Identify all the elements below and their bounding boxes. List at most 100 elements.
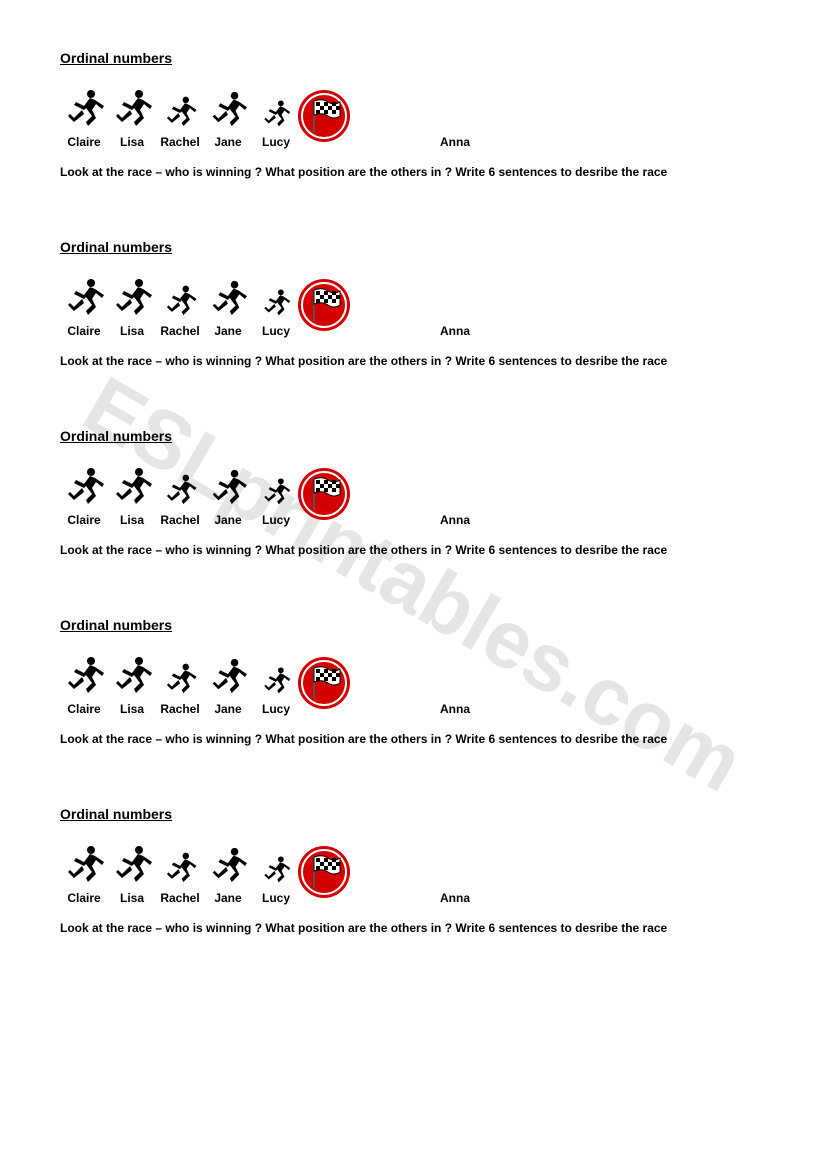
runner-name: Lucy — [252, 891, 300, 905]
runner-name: Rachel — [156, 891, 204, 905]
section-title: Ordinal numbers — [60, 428, 766, 444]
runner-icon — [156, 662, 204, 700]
runner-name: Jane — [204, 702, 252, 716]
runner-name: Claire — [60, 135, 108, 149]
runner-name: Claire — [60, 513, 108, 527]
runner-col: Lisa — [108, 88, 156, 149]
section-title: Ordinal numbers — [60, 239, 766, 255]
runner-col: Jane — [204, 846, 252, 905]
runner-name: Rachel — [156, 135, 204, 149]
race-row: Claire Lisa Rachel — [60, 277, 766, 338]
finish-flag — [296, 466, 352, 527]
section-title: Ordinal numbers — [60, 50, 766, 66]
runner-col: Lisa — [108, 844, 156, 905]
runner-icon — [252, 288, 300, 322]
runner-col: Rachel — [156, 95, 204, 149]
instruction-text: Look at the race – who is winning ? What… — [60, 543, 766, 557]
race-row: Claire Lisa Rachel — [60, 466, 766, 527]
extra-name-col: Anna — [440, 324, 470, 338]
runner-icon — [204, 90, 252, 133]
runner-col: Lisa — [108, 655, 156, 716]
runner-col: Lisa — [108, 466, 156, 527]
runner-col: Claire — [60, 844, 108, 905]
runner-icon — [252, 99, 300, 133]
exercise-block: Ordinal numbers Claire Lisa — [60, 617, 766, 746]
runner-col: Rachel — [156, 284, 204, 338]
section-title: Ordinal numbers — [60, 806, 766, 822]
runner-icon — [60, 88, 108, 133]
runner-name: Lucy — [252, 324, 300, 338]
runner-col: Lucy — [252, 99, 300, 149]
runner-col: Lucy — [252, 666, 300, 716]
extra-name: Anna — [440, 135, 470, 149]
runner-icon — [108, 655, 156, 700]
runner-name: Lucy — [252, 513, 300, 527]
extra-name-col: Anna — [440, 702, 470, 716]
extra-name-col: Anna — [440, 513, 470, 527]
exercise-block: Ordinal numbers Claire Lisa — [60, 239, 766, 368]
extra-name: Anna — [440, 891, 470, 905]
race-row: Claire Lisa Rachel — [60, 655, 766, 716]
runner-icon — [204, 846, 252, 889]
runner-col: Rachel — [156, 851, 204, 905]
runner-name: Jane — [204, 891, 252, 905]
runner-col: Lucy — [252, 288, 300, 338]
runner-col: Jane — [204, 90, 252, 149]
runner-col: Lucy — [252, 477, 300, 527]
runner-col: Rachel — [156, 473, 204, 527]
runner-name: Jane — [204, 324, 252, 338]
extra-name-col: Anna — [440, 891, 470, 905]
runner-icon — [60, 655, 108, 700]
exercise-block: Ordinal numbers Claire Lisa — [60, 428, 766, 557]
instruction-text: Look at the race – who is winning ? What… — [60, 165, 766, 179]
runner-icon — [156, 284, 204, 322]
runner-name: Rachel — [156, 513, 204, 527]
runner-name: Claire — [60, 324, 108, 338]
runner-name: Claire — [60, 702, 108, 716]
runner-icon — [252, 666, 300, 700]
instruction-text: Look at the race – who is winning ? What… — [60, 732, 766, 746]
finish-flag — [296, 88, 352, 149]
runner-name: Lisa — [108, 513, 156, 527]
runner-name: Lucy — [252, 702, 300, 716]
runner-col: Claire — [60, 466, 108, 527]
runner-icon — [108, 844, 156, 889]
runner-icon — [108, 466, 156, 511]
runner-name: Rachel — [156, 324, 204, 338]
runner-name: Lisa — [108, 324, 156, 338]
runner-col: Jane — [204, 657, 252, 716]
extra-name: Anna — [440, 702, 470, 716]
runner-icon — [204, 279, 252, 322]
runner-col: Jane — [204, 279, 252, 338]
runner-icon — [108, 277, 156, 322]
runner-icon — [204, 468, 252, 511]
worksheet-page: Ordinal numbers Claire Lisa — [0, 0, 826, 1015]
runner-icon — [156, 95, 204, 133]
runner-name: Jane — [204, 135, 252, 149]
runner-name: Lisa — [108, 135, 156, 149]
exercise-block: Ordinal numbers Claire Lisa — [60, 806, 766, 935]
finish-flag — [296, 844, 352, 905]
runner-name: Claire — [60, 891, 108, 905]
exercise-block: Ordinal numbers Claire Lisa — [60, 50, 766, 179]
runner-col: Rachel — [156, 662, 204, 716]
race-row: Claire Lisa Rachel — [60, 844, 766, 905]
runner-name: Lucy — [252, 135, 300, 149]
runner-name: Jane — [204, 513, 252, 527]
race-row: Claire Lisa Rachel — [60, 88, 766, 149]
runner-col: Claire — [60, 277, 108, 338]
section-title: Ordinal numbers — [60, 617, 766, 633]
runner-icon — [108, 88, 156, 133]
runner-icon — [252, 477, 300, 511]
runner-name: Lisa — [108, 702, 156, 716]
extra-name: Anna — [440, 324, 470, 338]
instruction-text: Look at the race – who is winning ? What… — [60, 354, 766, 368]
runner-col: Lucy — [252, 855, 300, 905]
runner-name: Lisa — [108, 891, 156, 905]
runner-icon — [60, 277, 108, 322]
runner-name: Rachel — [156, 702, 204, 716]
finish-flag — [296, 655, 352, 716]
runner-icon — [204, 657, 252, 700]
finish-flag — [296, 277, 352, 338]
runner-icon — [60, 844, 108, 889]
